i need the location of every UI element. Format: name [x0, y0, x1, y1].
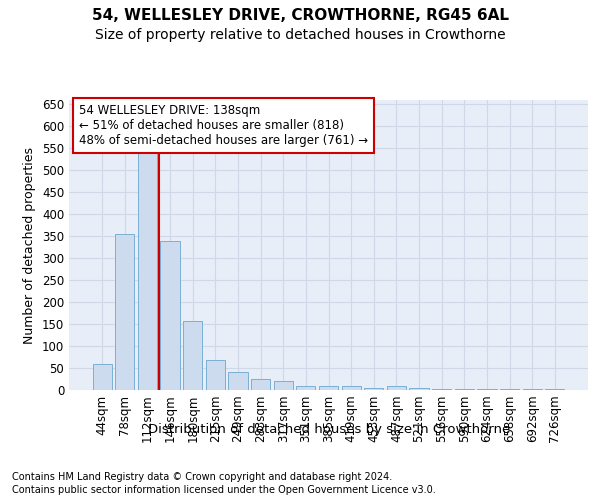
- Bar: [138, 152, 157, 390]
- Bar: [477, 388, 497, 390]
- Bar: [545, 388, 565, 390]
- Bar: [432, 388, 451, 390]
- Bar: [319, 386, 338, 390]
- Text: 54, WELLESLEY DRIVE, CROWTHORNE, RG45 6AL: 54, WELLESLEY DRIVE, CROWTHORNE, RG45 6A…: [91, 8, 509, 22]
- Bar: [341, 386, 361, 390]
- Text: Size of property relative to detached houses in Crowthorne: Size of property relative to detached ho…: [95, 28, 505, 42]
- Bar: [183, 320, 202, 390]
- Bar: [160, 242, 180, 390]
- Bar: [455, 388, 474, 390]
- Bar: [364, 388, 383, 390]
- Bar: [387, 386, 406, 390]
- Bar: [229, 372, 248, 390]
- Bar: [296, 386, 316, 390]
- Text: 54 WELLESLEY DRIVE: 138sqm
← 51% of detached houses are smaller (818)
48% of sem: 54 WELLESLEY DRIVE: 138sqm ← 51% of deta…: [79, 104, 368, 148]
- Bar: [500, 389, 519, 390]
- Bar: [409, 388, 428, 390]
- Y-axis label: Number of detached properties: Number of detached properties: [23, 146, 37, 344]
- Bar: [206, 360, 225, 390]
- Bar: [92, 364, 112, 390]
- Bar: [115, 234, 134, 390]
- Bar: [251, 379, 270, 390]
- Text: Distribution of detached houses by size in Crowthorne: Distribution of detached houses by size …: [148, 422, 510, 436]
- Bar: [274, 381, 293, 390]
- Text: Contains public sector information licensed under the Open Government Licence v3: Contains public sector information licen…: [12, 485, 436, 495]
- Text: Contains HM Land Registry data © Crown copyright and database right 2024.: Contains HM Land Registry data © Crown c…: [12, 472, 392, 482]
- Bar: [523, 389, 542, 390]
